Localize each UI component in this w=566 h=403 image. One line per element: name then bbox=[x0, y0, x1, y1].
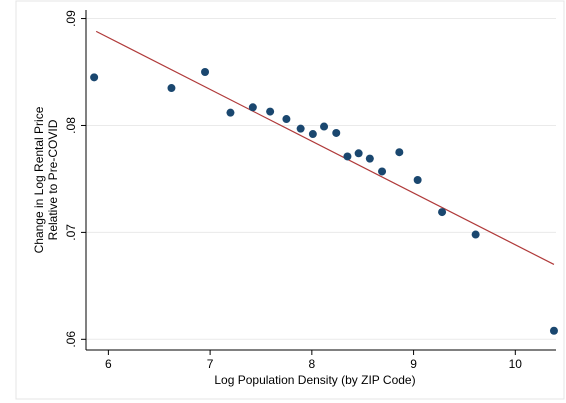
y-tick-label: .09 bbox=[64, 10, 78, 27]
data-point bbox=[438, 208, 447, 217]
x-tick-label: 8 bbox=[309, 357, 316, 371]
data-point bbox=[471, 230, 480, 239]
data-point bbox=[308, 130, 317, 139]
y-tick-label: .08 bbox=[64, 117, 78, 134]
data-point bbox=[201, 68, 210, 77]
x-tick-label: 7 bbox=[207, 357, 214, 371]
fit-line bbox=[95, 30, 555, 265]
y-tick-label: .07 bbox=[64, 224, 78, 241]
data-point bbox=[378, 167, 387, 176]
data-point bbox=[248, 103, 257, 112]
data-point bbox=[167, 84, 176, 93]
data-point bbox=[395, 148, 404, 157]
y-axis-label: Relative to Pre-COVID bbox=[46, 119, 60, 240]
y-axis-label: Change in Log Rental Price bbox=[32, 106, 46, 253]
x-tick-label: 6 bbox=[105, 357, 112, 371]
x-axis-label: Log Population Density (by ZIP Code) bbox=[214, 373, 415, 387]
data-point bbox=[266, 107, 275, 116]
outer-frame bbox=[15, 0, 565, 400]
data-point bbox=[90, 73, 99, 82]
data-point bbox=[226, 108, 235, 117]
data-point bbox=[282, 115, 291, 124]
data-point bbox=[343, 152, 352, 161]
data-point bbox=[365, 154, 374, 163]
data-point bbox=[549, 326, 558, 335]
data-point bbox=[320, 122, 329, 131]
data-point bbox=[354, 149, 363, 158]
data-point bbox=[413, 176, 422, 184]
data-point bbox=[332, 128, 341, 137]
data-point bbox=[296, 124, 305, 133]
x-tick-label: 9 bbox=[410, 357, 417, 371]
x-tick-label: 10 bbox=[509, 357, 523, 371]
y-tick-label: .06 bbox=[64, 331, 78, 348]
